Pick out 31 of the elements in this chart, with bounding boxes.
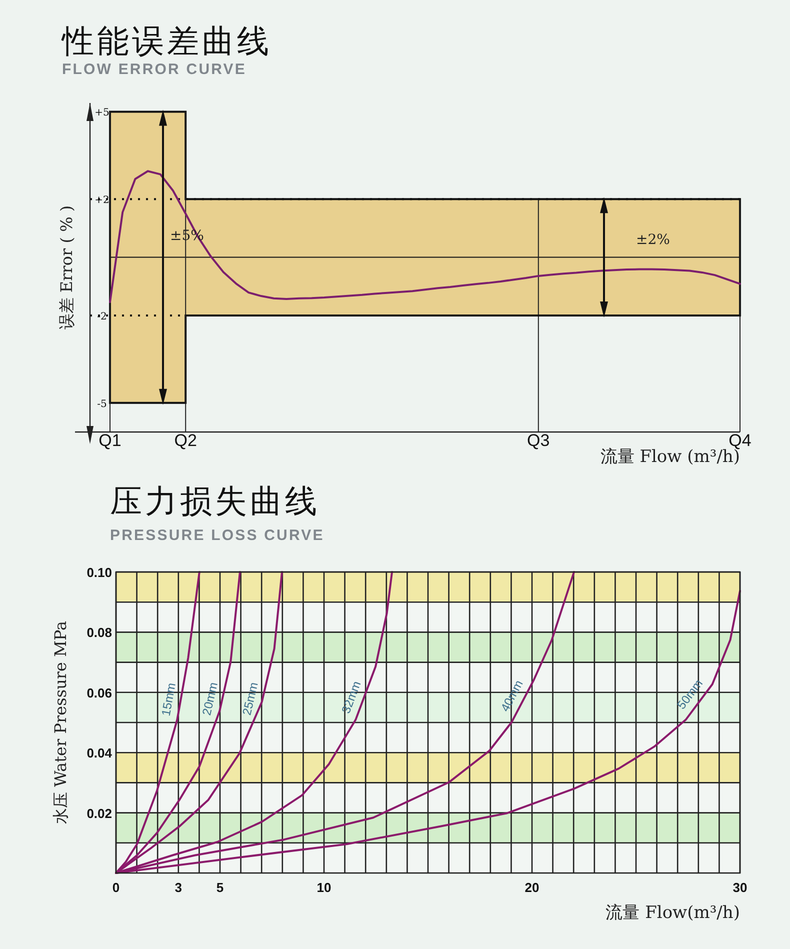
- annotation: ±2%: [636, 232, 670, 248]
- chart-subtitle: FLOW ERROR CURVE: [62, 61, 246, 78]
- x-tick-label: 10: [316, 880, 332, 895]
- chart-title: 压力损失曲线: [110, 483, 320, 519]
- x-tick-label: 5: [216, 880, 224, 895]
- x-tick-label: Q1: [98, 431, 122, 450]
- y-tick-label: 0.08: [86, 625, 112, 640]
- text: 25mm: [240, 680, 261, 717]
- text: 32mm: [338, 679, 364, 716]
- x-tick-label: 3: [174, 880, 182, 895]
- y-axis-title: 水压 Water Pressure MPa: [51, 620, 70, 824]
- x-axis-title: 流量 Flow(m³/h): [606, 903, 740, 923]
- x-tick-label: 30: [732, 880, 748, 895]
- text: 20mm: [200, 681, 221, 717]
- text: 15mm: [158, 682, 178, 717]
- y-tick-label: +5: [94, 108, 110, 119]
- x-tick-label: Q2: [174, 431, 197, 450]
- y-axis-title: 误差 Error ( % ): [57, 205, 76, 330]
- y-tick-label: 0.06: [86, 685, 112, 700]
- x-tick-label: Q4: [728, 431, 752, 450]
- x-tick-label: 0: [112, 880, 120, 895]
- y-tick-label: 0.10: [86, 565, 112, 580]
- chart-title: 性能误差曲线: [61, 23, 272, 59]
- y-tick-label: -5: [97, 398, 107, 410]
- chart-subtitle: PRESSURE LOSS CURVE: [110, 527, 324, 544]
- x-tick-label: Q3: [527, 431, 550, 450]
- line-series: [109, 170, 741, 304]
- y-tick-label: -2: [97, 312, 107, 323]
- y-tick-label: 0.04: [86, 746, 113, 761]
- x-tick-label: 20: [524, 880, 540, 895]
- y-tick-label: 0.02: [86, 806, 112, 821]
